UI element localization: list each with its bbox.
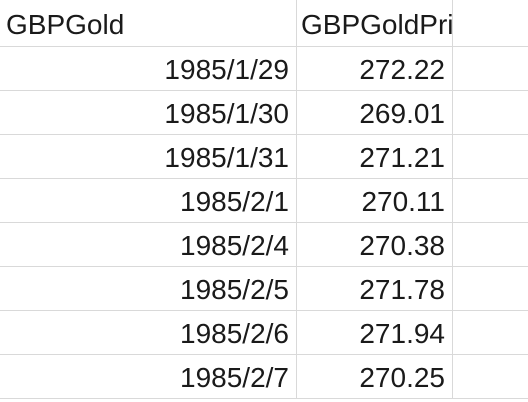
date-value: 1985/1/29	[164, 54, 289, 85]
price-cell[interactable]: 272.22	[297, 47, 453, 91]
table-row: 1985/2/4 270.38	[0, 223, 528, 267]
header-label: GBPGoldPrice	[301, 9, 453, 40]
date-cell[interactable]: 1985/2/5	[0, 267, 297, 311]
price-cell[interactable]: 271.94	[297, 311, 453, 355]
date-cell[interactable]: 1985/2/7	[0, 355, 297, 399]
price-cell[interactable]: 269.01	[297, 91, 453, 135]
price-cell[interactable]: 271.21	[297, 135, 453, 179]
table-row: 1985/1/31 271.21	[0, 135, 528, 179]
price-value: 272.22	[359, 54, 445, 85]
price-cell[interactable]: 270.11	[297, 179, 453, 223]
price-value: 270.38	[359, 230, 445, 261]
table-row: 1985/2/6 271.94	[0, 311, 528, 355]
date-cell[interactable]: 1985/1/31	[0, 135, 297, 179]
header-cell-gbpgold[interactable]: GBPGold	[0, 0, 297, 47]
date-value: 1985/2/1	[180, 186, 289, 217]
empty-cell[interactable]	[453, 179, 528, 223]
price-value: 270.11	[361, 186, 445, 217]
table-row: 1985/2/5 271.78	[0, 267, 528, 311]
price-value: 271.78	[359, 274, 445, 305]
date-cell[interactable]: 1985/1/29	[0, 47, 297, 91]
date-cell[interactable]: 1985/2/1	[0, 179, 297, 223]
price-cell[interactable]: 270.25	[297, 355, 453, 399]
empty-cell[interactable]	[453, 135, 528, 179]
date-value: 1985/2/7	[180, 362, 289, 393]
date-value: 1985/2/5	[180, 274, 289, 305]
table-row: 1985/1/29 272.22	[0, 47, 528, 91]
table-row: 1985/2/1 270.11	[0, 179, 528, 223]
date-value: 1985/2/6	[180, 318, 289, 349]
date-cell[interactable]: 1985/2/4	[0, 223, 297, 267]
empty-cell[interactable]	[453, 355, 528, 399]
price-value: 270.25	[359, 362, 445, 393]
empty-cell[interactable]	[453, 91, 528, 135]
date-value: 1985/2/4	[180, 230, 289, 261]
header-label: GBPGold	[6, 9, 125, 40]
empty-cell[interactable]	[453, 47, 528, 91]
date-value: 1985/1/31	[164, 142, 289, 173]
empty-cell[interactable]	[453, 311, 528, 355]
table-row: 1985/1/30 269.01	[0, 91, 528, 135]
empty-cell[interactable]	[453, 223, 528, 267]
table-row: 1985/2/7 270.25	[0, 355, 528, 399]
header-cell-gbpgoldprice[interactable]: GBPGoldPrice	[297, 0, 453, 47]
header-cell-empty[interactable]	[453, 0, 528, 47]
date-cell[interactable]: 1985/1/30	[0, 91, 297, 135]
date-cell[interactable]: 1985/2/6	[0, 311, 297, 355]
price-cell[interactable]: 271.78	[297, 267, 453, 311]
price-cell[interactable]: 270.38	[297, 223, 453, 267]
header-row: GBPGold GBPGoldPrice	[0, 0, 528, 47]
price-value: 269.01	[359, 98, 445, 129]
price-value: 271.94	[359, 318, 445, 349]
date-value: 1985/1/30	[164, 98, 289, 129]
price-value: 271.21	[359, 142, 445, 173]
empty-cell[interactable]	[453, 267, 528, 311]
